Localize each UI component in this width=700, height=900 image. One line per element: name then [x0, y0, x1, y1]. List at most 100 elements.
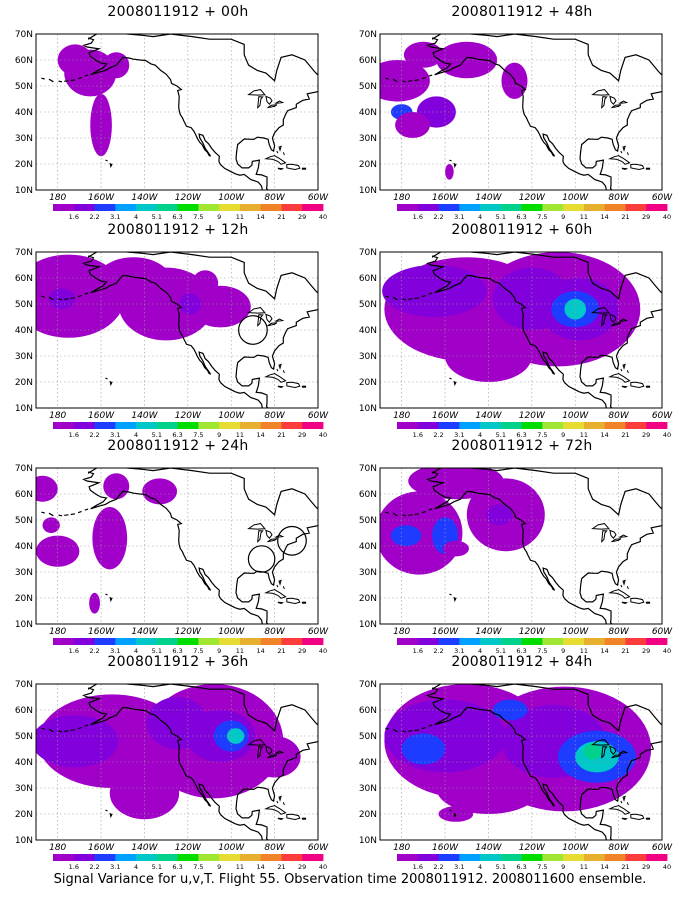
variance-field [57, 44, 130, 157]
longitude-label: 60W [308, 627, 329, 637]
variance-blob [42, 517, 60, 533]
longitude-label: 80W [608, 411, 629, 421]
colorbar-swatch [646, 638, 668, 645]
island [622, 363, 626, 370]
colorbar-swatch [480, 204, 502, 211]
colorbar-swatch [156, 204, 178, 211]
aleutian-island [48, 296, 54, 301]
colorbar-label: 21 [277, 647, 285, 655]
colorbar-swatch [73, 422, 95, 429]
colorbar-swatch [604, 854, 626, 861]
lake [275, 534, 285, 538]
latitude-label: 40N [15, 758, 33, 768]
variance-blob [36, 475, 58, 502]
longitude-label: 60W [652, 843, 673, 853]
longitude-label: 160W [432, 193, 459, 203]
aleutian-island [421, 76, 426, 80]
variance-field [382, 252, 641, 382]
latitude-label: 10N [15, 836, 33, 846]
colorbar-label: 21 [621, 431, 629, 439]
longitude-label: 160W [88, 193, 115, 203]
longitude-label: 180 [393, 193, 410, 203]
island [286, 597, 301, 605]
island [453, 596, 457, 603]
colorbar-swatch [219, 422, 241, 429]
colorbar-label: 4 [478, 431, 482, 439]
colorbar-swatch [136, 854, 158, 861]
latitude-label: 10N [15, 404, 33, 414]
aleutian-island [392, 296, 398, 301]
colorbar-label: 40 [663, 863, 671, 871]
latitude-label: 30N [359, 568, 377, 578]
island [630, 381, 645, 389]
lake [611, 322, 622, 327]
lake [611, 104, 622, 109]
figure-caption: Signal Variance for u,v,T. Flight 55. Ob… [53, 872, 647, 887]
island [105, 159, 108, 162]
colorbar-swatch [302, 638, 324, 645]
latitude-label: 60N [15, 56, 33, 66]
longitude-label: 140W [131, 627, 158, 637]
island [286, 381, 301, 389]
colorbar-label: 1.6 [413, 213, 423, 221]
colorbar-label: 6.3 [516, 863, 526, 871]
latitude-label: 10N [359, 620, 377, 630]
longitude-label: 180 [393, 411, 410, 421]
lake [267, 104, 278, 109]
island [622, 579, 626, 586]
colorbar-label: 11 [236, 647, 244, 655]
colorbar-swatch [260, 204, 282, 211]
variance-blob [89, 592, 100, 614]
longitude-label: 160W [88, 627, 115, 637]
colorbar-swatch [239, 422, 262, 429]
map-border [35, 251, 319, 409]
lake [591, 307, 610, 314]
colorbar-label: 1.6 [69, 863, 79, 871]
latitude-label: 20N [359, 594, 377, 604]
longitude-label: 160W [432, 411, 459, 421]
colorbar-swatch [500, 638, 522, 645]
island [277, 601, 285, 605]
aleutian-island [77, 510, 82, 514]
variance-field [380, 468, 545, 575]
colorbar-swatch [177, 638, 199, 645]
colorbar-swatch [115, 422, 137, 429]
variance-map: 70N 60N 50N 40N 30N 20N 10N 180 160W 140W 120W 100W… [359, 30, 673, 221]
coastlines [41, 34, 318, 190]
island [276, 584, 279, 588]
lake [601, 96, 608, 109]
latitude-label: 40N [15, 542, 33, 552]
island [282, 152, 285, 156]
colorbar-swatch [136, 422, 158, 429]
latitude-label: 50N [15, 732, 33, 742]
map-border [379, 33, 663, 191]
latitude-label: 60N [359, 490, 377, 500]
north-america-coastline [426, 684, 662, 840]
colorbar-label: 7.5 [193, 647, 203, 655]
longitude-label: 100W [218, 843, 245, 853]
forecast-panel-48h: 2008011912 + 48h 70N 60N 50N 40N 30N 20N 10N 18… [352, 4, 692, 226]
longitude-label: 80W [264, 627, 285, 637]
aleutian-island [402, 80, 407, 83]
colorbar-label: 21 [621, 647, 629, 655]
colorbar-label: 29 [642, 213, 650, 221]
colorbar-swatch [521, 854, 543, 861]
colorbar-swatch [156, 422, 178, 429]
colorbar-label: 11 [580, 213, 588, 221]
colorbar-label: 21 [277, 431, 285, 439]
colorbar-swatch [302, 204, 324, 211]
panel-title: 2008011912 + 00h [107, 4, 249, 20]
aleutian-island [408, 80, 413, 82]
longitude-label: 140W [475, 193, 502, 203]
colorbar-swatch [604, 638, 626, 645]
island [278, 145, 282, 152]
colorbar-swatch [438, 422, 460, 429]
colorbar-swatch [156, 854, 178, 861]
colorbar-label: 14 [257, 647, 265, 655]
longitude-label: 60W [308, 411, 329, 421]
latitude-label: 60N [359, 56, 377, 66]
longitude-label: 140W [131, 193, 158, 203]
lake [591, 739, 610, 746]
lake [275, 100, 285, 104]
colorbar-label: 40 [319, 647, 327, 655]
